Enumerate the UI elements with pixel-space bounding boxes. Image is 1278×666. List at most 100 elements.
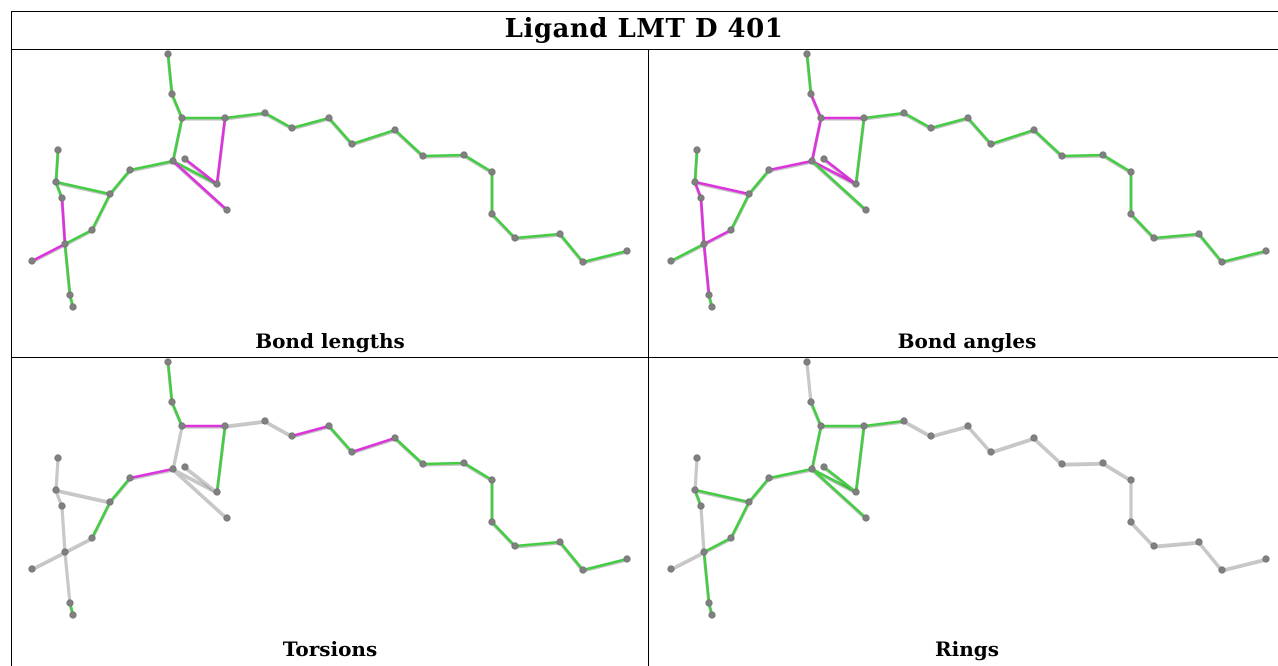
bond: [513, 540, 562, 548]
atom: [708, 611, 716, 619]
atom: [964, 114, 972, 122]
atom: [697, 194, 705, 202]
bond: [902, 111, 933, 130]
bond: [421, 153, 466, 158]
atom: [808, 465, 816, 473]
bond: [215, 424, 227, 494]
atom: [419, 460, 427, 468]
atom: [391, 434, 399, 442]
bond: [90, 500, 112, 540]
bond: [223, 419, 267, 428]
atom: [808, 157, 816, 165]
bond: [183, 465, 219, 494]
bond: [854, 424, 866, 494]
bond: [902, 419, 933, 438]
atom: [807, 398, 815, 406]
bond: [90, 192, 112, 232]
atom: [1030, 434, 1038, 442]
atom: [693, 146, 701, 154]
bond: [1129, 212, 1156, 240]
atom: [964, 422, 972, 430]
bond: [171, 467, 229, 520]
bond: [810, 116, 823, 163]
atom: [28, 257, 36, 265]
bond: [767, 159, 814, 172]
atom: [1262, 555, 1270, 563]
atom: [168, 90, 176, 98]
bond: [989, 128, 1036, 146]
atom: [28, 565, 36, 573]
molecule-bond-lengths: [28, 50, 631, 311]
atom: [168, 398, 176, 406]
bond: [171, 424, 184, 471]
atom: [52, 486, 60, 494]
bond: [63, 242, 72, 297]
bond: [1060, 461, 1105, 466]
bond: [747, 168, 771, 196]
atom: [860, 422, 868, 430]
atom: [900, 109, 908, 117]
bond: [54, 456, 60, 492]
caption-rings: Rings: [934, 637, 999, 661]
bond: [60, 504, 67, 554]
atom: [288, 124, 296, 132]
bond: [1060, 153, 1105, 158]
bond: [693, 488, 751, 504]
bond: [822, 157, 858, 186]
page-title: Ligand LMT D 401: [504, 14, 784, 44]
bond: [805, 52, 813, 96]
atom: [1262, 247, 1270, 255]
molecule-bond-angles: [667, 50, 1270, 311]
atom: [623, 555, 631, 563]
atom: [862, 206, 870, 214]
bond: [929, 424, 970, 438]
atom: [745, 498, 753, 506]
molecule-torsions: [28, 358, 631, 619]
bond: [1197, 232, 1224, 264]
atom: [54, 146, 62, 154]
bond: [693, 456, 699, 492]
atom: [817, 422, 825, 430]
atom: [1127, 210, 1135, 218]
atom: [61, 240, 69, 248]
bond: [108, 168, 132, 196]
bond: [350, 128, 397, 146]
bond: [966, 116, 993, 146]
atom: [106, 498, 114, 506]
bond: [215, 116, 227, 186]
bond: [693, 148, 699, 184]
atom: [178, 114, 186, 122]
atom: [852, 180, 860, 188]
bond: [263, 419, 294, 438]
bond: [63, 228, 94, 246]
bond: [60, 196, 67, 246]
atom: [181, 155, 189, 163]
atom: [88, 534, 96, 542]
bond: [1032, 128, 1064, 158]
atom: [419, 152, 427, 160]
bond: [54, 488, 112, 504]
bond: [128, 159, 175, 172]
bond: [989, 436, 1036, 454]
atom: [1099, 151, 1107, 159]
atom: [221, 422, 229, 430]
atom: [862, 514, 870, 522]
bond: [223, 111, 267, 120]
atom: [1150, 542, 1158, 550]
atom: [488, 518, 496, 526]
bond: [1197, 540, 1224, 572]
bond: [1152, 540, 1201, 548]
atom: [705, 291, 713, 299]
bond: [263, 111, 294, 130]
bond: [462, 461, 494, 482]
atom: [579, 258, 587, 266]
atom: [556, 230, 564, 238]
atom: [860, 114, 868, 122]
atom: [987, 140, 995, 148]
atom: [697, 502, 705, 510]
atom: [1218, 566, 1226, 574]
atom: [1058, 152, 1066, 160]
bond: [929, 116, 970, 130]
bond: [729, 192, 751, 232]
